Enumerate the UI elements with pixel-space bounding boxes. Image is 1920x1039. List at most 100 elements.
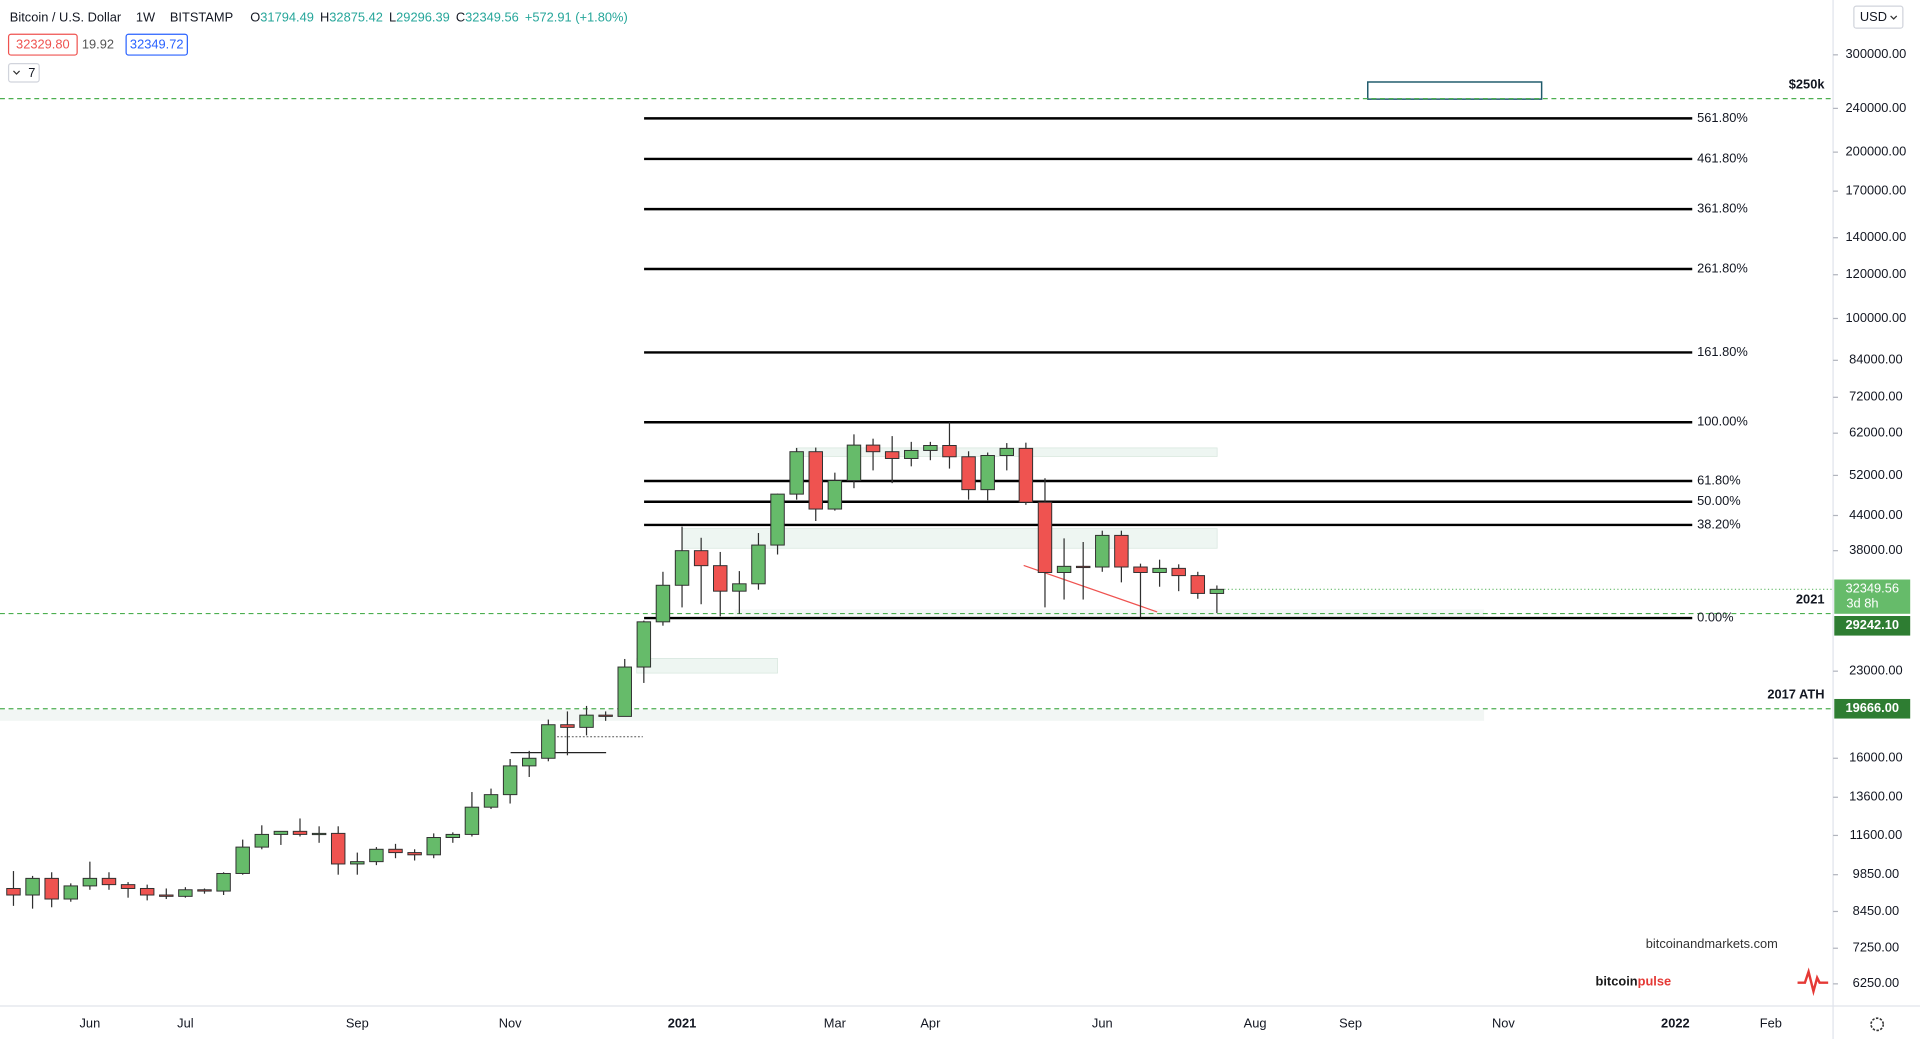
ohlc-key: L: [389, 10, 396, 25]
candle-body: [120, 884, 136, 889]
candle-body: [713, 565, 728, 592]
candle-body: [655, 584, 671, 623]
y-tick-label: 200000.00: [1846, 144, 1907, 159]
watermark-site: bitcoinandmarkets.com: [1646, 936, 1778, 951]
x-tick-label: Jun: [80, 1016, 101, 1031]
price-tag: [1834, 615, 1911, 636]
candle-body: [636, 621, 652, 668]
candle-body: [827, 480, 843, 510]
fib-label: 50.00%: [1697, 493, 1741, 508]
sell-box[interactable]: [7, 33, 78, 56]
settings-icon[interactable]: [1870, 1017, 1885, 1032]
candle-body: [502, 765, 518, 796]
candle-body: [961, 456, 976, 491]
candle-body: [942, 445, 957, 458]
interval: 1W: [136, 10, 156, 25]
candle-body: [63, 885, 78, 900]
x-tick-label: Nov: [1492, 1016, 1515, 1031]
candle-body: [1095, 534, 1110, 568]
x-tick-label: Apr: [920, 1016, 941, 1031]
y-tick-label: 84000.00: [1849, 352, 1903, 367]
candle-body: [846, 444, 862, 482]
candle-body: [273, 830, 289, 835]
ohlc-value: 32349.56: [465, 10, 519, 25]
candle-body: [980, 455, 995, 491]
indicator-toggle[interactable]: [7, 63, 40, 83]
candle-body: [789, 451, 804, 495]
candle-body: [770, 493, 785, 546]
last-price-tag: [1834, 579, 1911, 614]
spread: 19.92: [82, 37, 114, 52]
candle-body: [999, 447, 1015, 456]
fib-label: 561.80%: [1697, 110, 1748, 125]
change: +572.91 (+1.80%): [525, 10, 628, 25]
y-tick-label: 300000.00: [1846, 46, 1907, 61]
candle-body: [178, 889, 193, 897]
ohlc-key: C: [456, 10, 465, 25]
candle-body: [407, 852, 422, 856]
candle-body: [751, 544, 766, 585]
countdown: 3d 8h: [1846, 595, 1878, 610]
candle-body: [674, 550, 690, 586]
y-tick-label: 120000.00: [1846, 266, 1907, 281]
candle-body: [522, 757, 537, 767]
ohlc-key: H: [320, 10, 329, 25]
candle-body: [445, 833, 461, 839]
last-price-label: 32349.56: [1845, 581, 1899, 596]
buy-box[interactable]: [125, 33, 188, 56]
fib-label: 261.80%: [1697, 260, 1748, 275]
y-tick-label: 44000.00: [1849, 507, 1903, 522]
candle-body: [330, 832, 346, 865]
candle-body: [197, 889, 212, 892]
indicator-count[interactable]: 7: [28, 65, 35, 80]
x-tick-label: Nov: [499, 1016, 522, 1031]
x-tick-label: 2022: [1661, 1016, 1690, 1031]
y-tick-label: 8450.00: [1853, 903, 1899, 918]
candle-body: [1209, 588, 1225, 594]
candle-body: [101, 877, 117, 886]
candle-body: [1056, 565, 1072, 573]
target-box: [1367, 81, 1543, 100]
fib-label: 0.00%: [1697, 609, 1733, 624]
candle-body: [1114, 534, 1129, 568]
y-tick-label: 52000.00: [1849, 467, 1903, 482]
candle-body: [159, 894, 174, 897]
currency-box[interactable]: [1853, 5, 1904, 29]
trend-line: [1023, 564, 1158, 613]
y-tick-label: 9850.00: [1853, 866, 1899, 881]
fib-label: 61.80%: [1697, 472, 1741, 487]
candle-body: [216, 872, 231, 892]
candle-body: [1133, 566, 1148, 573]
fib-label: 100.00%: [1697, 414, 1748, 429]
candle-body: [388, 848, 403, 854]
y-tick-label: 170000.00: [1846, 183, 1907, 198]
candle-body: [579, 714, 594, 728]
currency[interactable]: USD: [1860, 9, 1887, 24]
sell-price[interactable]: 32329.80: [16, 37, 70, 52]
logo-pulse: [1797, 967, 1829, 997]
ohlc-value: 31794.49: [260, 10, 314, 25]
candle-body: [904, 449, 919, 459]
x-tick-label: 2021: [668, 1016, 697, 1031]
candle-body: [598, 714, 613, 717]
level-label: $250k: [1789, 77, 1826, 92]
x-tick-label: Mar: [824, 1016, 847, 1031]
x-tick-label: Sep: [1339, 1016, 1362, 1031]
candle-body: [1037, 501, 1053, 573]
exchange: BITSTAMP: [170, 10, 233, 25]
zone: [636, 658, 778, 674]
watermark-logo: bitcoinpulse: [1596, 974, 1672, 989]
candle-body: [235, 846, 250, 874]
candle-body: [6, 887, 21, 896]
chevron: [1890, 15, 1898, 20]
candle-body: [1171, 567, 1186, 577]
price-tag-label: 19666.00: [1845, 700, 1899, 715]
candle-body: [1018, 447, 1034, 503]
fib-label: 38.20%: [1697, 516, 1741, 531]
buy-price[interactable]: 32349.72: [130, 37, 184, 52]
ohlc-value: 29296.39: [396, 10, 450, 25]
candle-body: [617, 666, 632, 717]
y-tick-label: 240000.00: [1846, 100, 1907, 115]
